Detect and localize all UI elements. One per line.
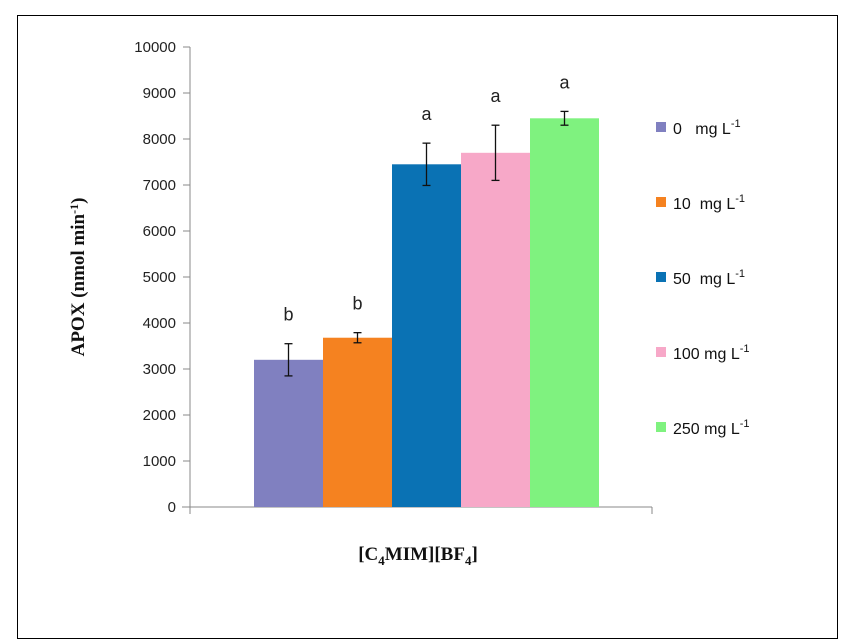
legend-swatch (656, 122, 666, 132)
significance-letter: a (490, 86, 501, 106)
bar (530, 118, 599, 508)
significance-letter: a (559, 72, 570, 92)
significance-letter: b (352, 294, 362, 314)
bar (254, 359, 323, 507)
y-axis-label-sup: -1 (67, 204, 81, 214)
bars: b b a a a (254, 72, 599, 508)
significance-letter: a (421, 104, 432, 124)
y-tick-label: 7000 (143, 177, 176, 194)
bar (461, 152, 530, 508)
legend-swatch (656, 272, 666, 282)
y-tick-label: 8000 (143, 131, 176, 148)
legend-label: 250 mg L-1 (673, 418, 750, 438)
y-tick-label: 1000 (143, 453, 176, 470)
legend-swatch (656, 422, 666, 432)
y-tick-label: 3000 (143, 361, 176, 378)
legend-swatch (656, 197, 666, 207)
x-axis-label: [C4MIM][BF4] (358, 544, 478, 568)
legend-swatch (656, 347, 666, 357)
y-tick-label: 10000 (134, 39, 176, 56)
y-tick-label: 5000 (143, 269, 176, 286)
y-axis-label-main: APOX (nmol min (68, 213, 89, 356)
bar (392, 164, 461, 508)
y-tick-label: 0 (168, 499, 176, 516)
y-tick-label: 6000 (143, 223, 176, 240)
significance-letter: b (283, 305, 293, 325)
y-tick-label: 4000 (143, 315, 176, 332)
y-tick-label: 9000 (143, 85, 176, 102)
legend-label: 100 mg L-1 (673, 343, 750, 363)
x-axis-label-part3: ] (471, 544, 477, 565)
x-axis-label-sub1: 4 (378, 553, 385, 568)
bar (323, 337, 392, 507)
y-ticks: 0 1000 2000 3000 4000 5000 6000 7000 8000 9000 100… (134, 39, 653, 516)
legend: 0 mg L-1 10 mg L-1 50 mg L-1 100 mg L-1 250 … (656, 118, 750, 438)
y-tick-label: 2000 (143, 407, 176, 424)
legend-label: 50 mg L-1 (673, 268, 745, 288)
x-axis-label-part2: MIM][BF (385, 544, 465, 565)
legend-label: 0 mg L-1 (673, 118, 741, 138)
x-axis-label-sub2: 4 (465, 553, 472, 568)
x-axis-label-part1: [C (358, 544, 378, 565)
y-axis-label-end: ) (68, 198, 89, 204)
y-axis-label: APOX (nmol min-1) (67, 198, 89, 357)
legend-label: 10 mg L-1 (673, 193, 745, 213)
